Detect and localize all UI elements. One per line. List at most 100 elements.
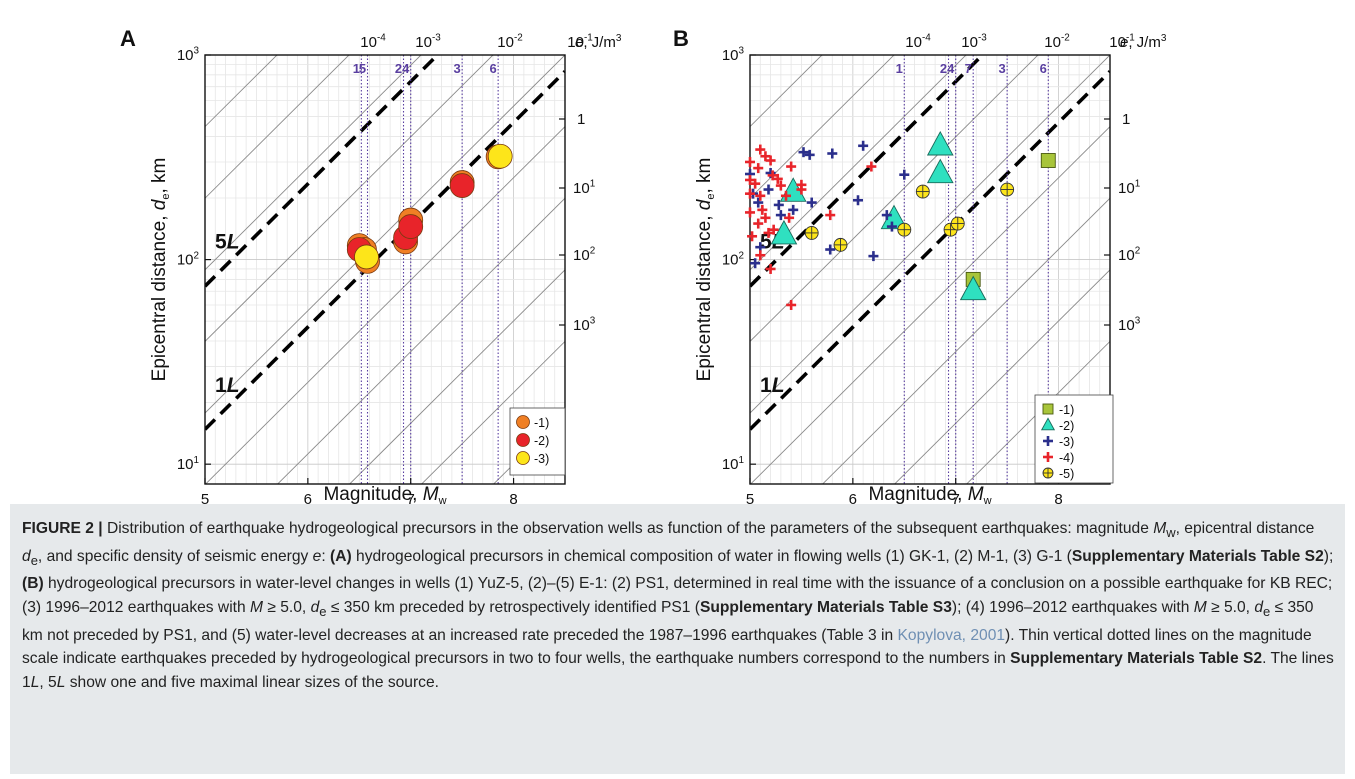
energy-line <box>205 55 494 342</box>
data-point <box>770 219 798 245</box>
data-point <box>796 184 807 195</box>
energy-line <box>750 126 1110 484</box>
legend-marker <box>1043 452 1053 462</box>
x-tick-label: 6 <box>849 491 857 504</box>
data-point <box>765 263 776 274</box>
legend-label: -1) <box>534 416 549 430</box>
legend: -1) -2) -3) <box>509 407 566 476</box>
data-point <box>786 299 797 310</box>
data-point <box>897 222 912 237</box>
data-point <box>449 173 475 198</box>
data-point <box>772 173 783 184</box>
data-point <box>899 169 910 180</box>
right-tick-label: 102 <box>1118 246 1140 264</box>
data-point <box>753 197 764 208</box>
data-point <box>804 225 819 240</box>
event-line-label: 7 <box>965 61 972 76</box>
data-point <box>866 161 877 172</box>
figure-label: FIGURE 2 <box>22 520 94 537</box>
ref-line-label-1l: 1L <box>760 374 785 397</box>
energy-line <box>205 55 565 414</box>
data-point <box>775 210 786 221</box>
legend-marker <box>1040 417 1056 431</box>
data-point <box>804 149 815 160</box>
energy-line <box>893 269 1110 484</box>
data-point <box>950 216 965 231</box>
top-tick-label: 10-2 <box>497 33 522 51</box>
energy-line <box>750 55 823 127</box>
event-line-label: 5 <box>359 61 366 76</box>
data-point <box>806 197 817 208</box>
series-3 <box>745 140 910 269</box>
x-tick-label: 7 <box>952 491 960 504</box>
right-tick-label: 102 <box>573 246 595 264</box>
energy-line <box>750 55 967 271</box>
ref-line-5l <box>205 55 441 288</box>
series-5 <box>804 182 1015 252</box>
top-tick-label: 10-4 <box>905 33 931 51</box>
event-line-label: 1 <box>896 61 903 76</box>
x-tick-label: 6 <box>304 491 312 504</box>
legend-marker <box>1043 436 1053 446</box>
data-point <box>784 212 795 223</box>
data-point <box>1040 153 1056 168</box>
energy-line <box>492 412 565 484</box>
top-tick-label: 10-3 <box>415 33 441 51</box>
data-point <box>858 140 869 151</box>
data-point <box>881 210 892 221</box>
energy-line <box>750 55 895 199</box>
data-point <box>753 218 764 229</box>
top-tick-label: 10-3 <box>961 33 987 51</box>
x-axis-label: Magnitude, Mw <box>323 484 446 504</box>
data-point <box>926 130 954 156</box>
event-line-label: 6 <box>490 61 497 76</box>
data-point <box>745 174 755 185</box>
y-tick-label: 102 <box>722 250 744 268</box>
right-tick-label: 103 <box>573 316 596 334</box>
data-point <box>755 190 766 201</box>
data-point <box>825 244 836 255</box>
legend-marker <box>516 451 530 465</box>
legend-marker <box>1042 467 1054 479</box>
y-axis-label: Epicentral distance, de, km <box>149 158 172 382</box>
top-tick-label: 10-1 <box>567 33 593 51</box>
caption-box <box>10 504 1345 774</box>
panel-letter: B <box>673 26 689 51</box>
ref-line-label-5l: 5L <box>215 231 240 254</box>
right-tick-label: 101 <box>573 179 596 197</box>
data-point <box>959 275 987 301</box>
x-tick-label: 5 <box>201 491 209 504</box>
ref-line-5l <box>750 55 986 288</box>
data-point <box>753 163 764 174</box>
event-line-label: 1 <box>353 61 360 76</box>
ref-line-1l <box>750 70 1110 431</box>
energy-line <box>205 55 278 127</box>
ref-line-label-1l: 1L <box>215 374 240 397</box>
data-point <box>755 144 766 155</box>
data-point <box>827 148 838 159</box>
data-point <box>853 195 863 206</box>
data-point <box>487 143 513 169</box>
y-tick-label: 101 <box>177 455 200 473</box>
event-line-label: 3 <box>999 61 1006 76</box>
data-point <box>788 204 799 215</box>
data-point <box>833 237 848 252</box>
figure-caption: FIGURE 2 | Distribution of earthquake hy… <box>22 517 1334 694</box>
data-point <box>765 155 776 166</box>
legend-label: -1) <box>1059 403 1074 417</box>
energy-line <box>205 55 422 271</box>
caption-separator: | <box>93 520 107 537</box>
data-point <box>926 158 954 184</box>
top-axis-label: e, J/m3 <box>575 33 622 51</box>
right-tick-label: 103 <box>1118 316 1141 334</box>
event-line-label: 4 <box>402 61 410 76</box>
energy-line <box>750 55 1039 342</box>
energy-line <box>348 269 565 484</box>
caption-body: Distribution of earthquake hydrogeologic… <box>22 520 1334 691</box>
data-point <box>868 251 879 262</box>
legend-label: -3) <box>534 452 549 466</box>
series-3 <box>354 143 513 270</box>
y-tick-label: 101 <box>722 455 745 473</box>
y-tick-label: 102 <box>177 250 199 268</box>
